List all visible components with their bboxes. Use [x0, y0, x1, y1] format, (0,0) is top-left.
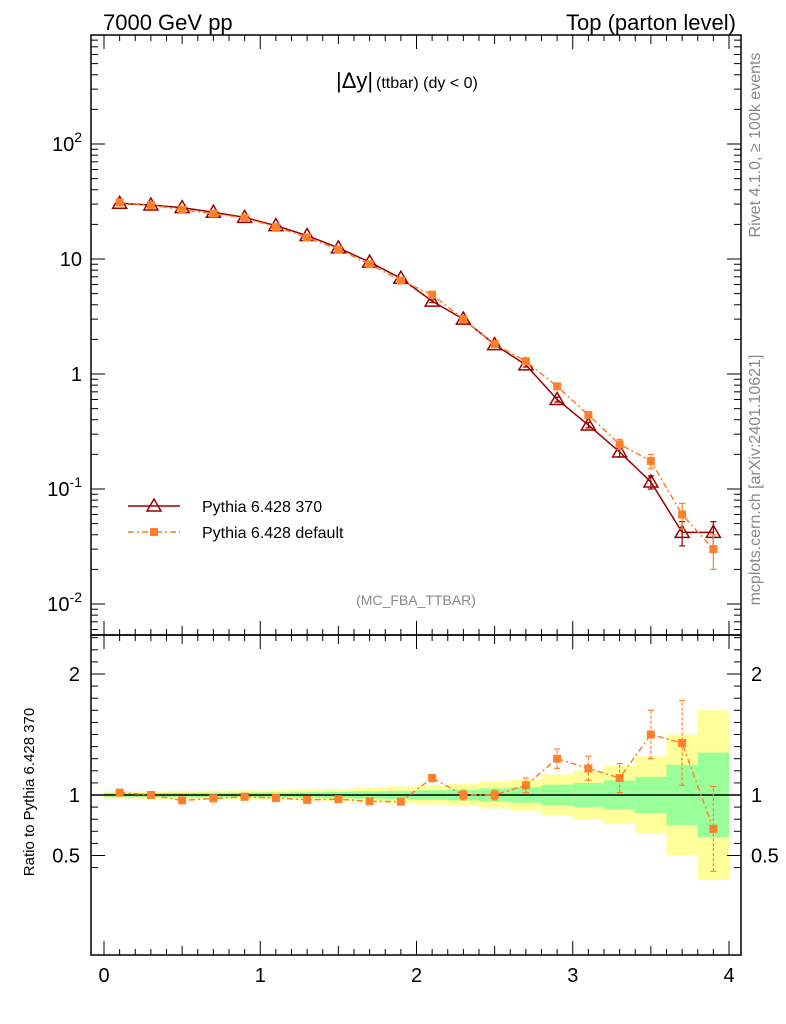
data-point-square — [584, 411, 593, 420]
data-point-square — [615, 440, 624, 449]
ratio-data-point-square — [459, 791, 468, 799]
data-point-square — [553, 382, 562, 391]
main-ytick-label: 1 — [71, 364, 82, 386]
ratio-data-point-square — [240, 792, 249, 801]
mcplots-label: mcplots.cern.ch [arXiv:2401.10621] — [747, 355, 764, 606]
ratio-xtick-label: 2 — [411, 965, 422, 987]
legend-marker-series-1 — [145, 497, 163, 512]
data-point-square — [240, 214, 249, 223]
ratio-ytick-label: 2 — [69, 664, 80, 686]
ratio-ytick-label-right: 1 — [751, 785, 762, 807]
ratio-data-point-square — [396, 797, 405, 806]
main-plot-frame — [90, 34, 742, 636]
ratio-xtick-label: 4 — [723, 965, 734, 987]
data-point-square — [646, 457, 655, 466]
data-point-square — [396, 276, 405, 285]
rivet-label: Rivet 4.1.0, ≥ 100k events — [747, 53, 764, 238]
ratio-xtick-label: 0 — [98, 965, 109, 987]
main-title: |Δy| — [336, 68, 373, 93]
data-point-square — [521, 357, 530, 366]
data-point-triangle — [548, 391, 566, 406]
data-point-triangle — [580, 416, 597, 431]
ratio-data-point-square — [365, 797, 374, 806]
data-point-square — [146, 200, 155, 209]
ratio-ytick-label-right: 2 — [751, 664, 762, 686]
data-point-square — [271, 222, 280, 231]
ratio-xtick-label: 3 — [567, 965, 578, 987]
ratio-data-point-square — [553, 754, 562, 763]
data-point-triangle — [611, 443, 628, 458]
data-point-square — [334, 245, 343, 254]
main-ytick-label: 10-2 — [47, 589, 82, 616]
series-line-1 — [119, 202, 714, 534]
ratio-data-point-square — [178, 796, 187, 805]
ratio-data-point-square — [584, 764, 593, 773]
data-point-square — [115, 198, 124, 207]
data-point-square — [303, 233, 312, 242]
data-point-square — [365, 260, 374, 269]
data-point-square — [209, 209, 218, 218]
ratio-series-line — [119, 733, 715, 830]
ratio-ylabel: Ratio to Pythia 6.428 370 — [21, 708, 38, 876]
main-ytick-label: 10 — [60, 249, 82, 271]
main-ytick-label: 10-1 — [47, 474, 82, 501]
header-right: Top (parton level) — [566, 10, 736, 35]
ratio-data-point-square — [709, 824, 718, 833]
ratio-ytick-label: 0.5 — [52, 846, 80, 868]
ratio-data-point-square — [146, 791, 155, 799]
watermark: (MC_FBA_TTBAR) — [356, 592, 476, 608]
ratio-data-point-square — [428, 774, 437, 783]
series-line-2 — [119, 201, 714, 550]
legend-label-series-2: Pythia 6.428 default — [202, 525, 344, 542]
ratio-data-point-square — [115, 788, 124, 797]
main-ytick-label: 102 — [52, 129, 82, 156]
ratio-data-point-square — [615, 774, 624, 783]
legend-marker-series-2 — [150, 528, 158, 536]
ratio-data-point-square — [521, 781, 530, 790]
data-point-triangle — [642, 473, 660, 488]
ratio-data-point-square — [678, 738, 687, 747]
data-point-triangle — [673, 523, 691, 539]
data-point-triangle — [423, 292, 441, 307]
data-point-square — [678, 510, 687, 519]
ratio-data-point-square — [271, 794, 280, 803]
ratio-data-point-square — [303, 795, 312, 804]
header-left: 7000 GeV pp — [103, 10, 233, 35]
ratio-ytick-label: 1 — [69, 785, 80, 807]
ratio-data-point-square — [646, 730, 655, 739]
data-point-square — [428, 290, 437, 299]
ratio-ytick-label-right: 0.5 — [751, 846, 779, 868]
ratio-data-point-square — [490, 791, 499, 799]
data-point-square — [709, 545, 718, 554]
main-subtitle: (ttbar) (dy < 0) — [376, 75, 478, 92]
legend: Pythia 6.428 370 Pythia 6.428 default — [128, 497, 344, 542]
data-point-square — [490, 340, 499, 349]
data-point-square — [178, 205, 187, 214]
data-point-square — [459, 315, 468, 324]
ratio-xtick-label: 1 — [255, 965, 266, 987]
ratio-data-point-square — [334, 795, 343, 804]
legend-label-series-1: Pythia 6.428 370 — [202, 499, 322, 516]
ratio-data-point-square — [209, 794, 218, 803]
